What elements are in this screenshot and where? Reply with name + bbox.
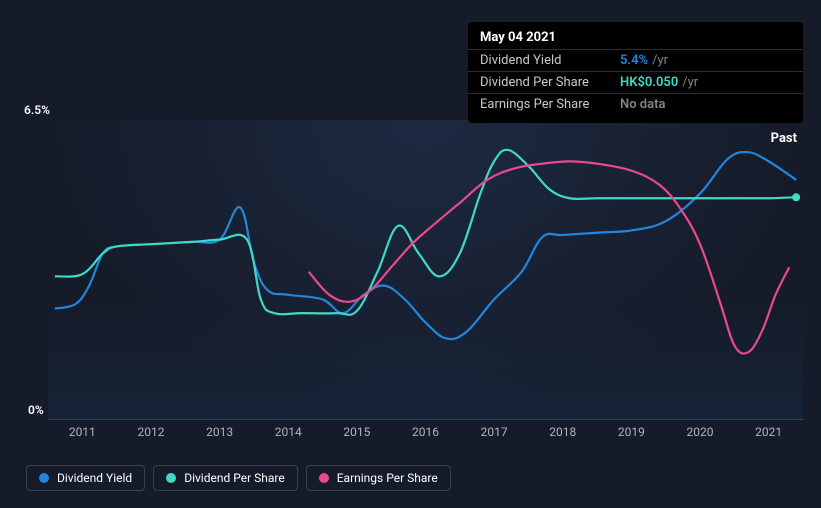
tooltip-date: May 04 2021 [468, 30, 803, 49]
legend-dot-icon [319, 473, 329, 483]
chart-lines [48, 120, 803, 419]
tooltip-value: HK$0.050 [620, 75, 678, 90]
legend-dot-icon [39, 473, 49, 483]
x-tick: 2013 [206, 425, 233, 439]
x-tick: 2017 [481, 425, 508, 439]
legend-item[interactable]: Dividend Per Share [153, 465, 298, 491]
x-tick: 2012 [137, 425, 164, 439]
x-axis: 2011 2012 2013 2014 2015 2016 2017 2018 2019 2020… [48, 425, 803, 445]
legend-label: Dividend Yield [57, 471, 132, 485]
tooltip-label: Dividend Per Share [480, 75, 620, 90]
x-tick: 2011 [69, 425, 96, 439]
legend: Dividend Yield Dividend Per Share Earnings… [26, 465, 451, 491]
x-tick: 2021 [755, 425, 782, 439]
chart-plot[interactable] [48, 120, 803, 420]
legend-dot-icon [166, 473, 176, 483]
x-tick: 2016 [412, 425, 439, 439]
x-tick: 2018 [549, 425, 576, 439]
legend-item[interactable]: Dividend Yield [26, 465, 145, 491]
tooltip-row: Dividend Per ShareHK$0.050/yr [468, 71, 803, 93]
x-tick: 2020 [687, 425, 714, 439]
y-axis-min: 0% [28, 403, 44, 417]
legend-item[interactable]: Earnings Per Share [306, 465, 451, 491]
y-axis-max: 6.5% [24, 103, 50, 117]
tooltip-value: No data [620, 97, 665, 112]
tooltip-label: Earnings Per Share [480, 97, 620, 112]
tooltip-unit: /yr [682, 75, 698, 90]
series-line [55, 152, 796, 339]
series-end-dot [792, 193, 800, 201]
chart-tooltip: May 04 2021 Dividend Yield5.4%/yrDividen… [468, 22, 803, 123]
x-tick: 2019 [618, 425, 645, 439]
chart-area: 6.5% 0% Past 201120122013201420152016201… [18, 105, 803, 420]
legend-label: Dividend Per Share [184, 471, 285, 485]
x-tick: 2014 [275, 425, 302, 439]
x-tick: 2015 [343, 425, 370, 439]
tooltip-value: 5.4% [620, 53, 648, 68]
tooltip-row: Dividend Yield5.4% /yr [468, 49, 803, 71]
tooltip-unit: /yr [652, 53, 668, 68]
tooltip-label: Dividend Yield [480, 53, 620, 68]
legend-label: Earnings Per Share [337, 471, 438, 485]
tooltip-row: Earnings Per ShareNo data [468, 93, 803, 115]
